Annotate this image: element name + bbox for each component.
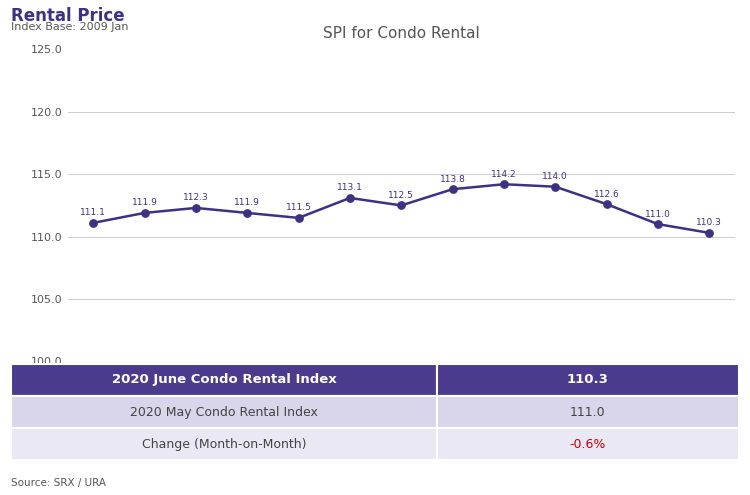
Text: 2020 June Condo Rental Index: 2020 June Condo Rental Index <box>112 373 337 387</box>
Text: 2020 May Condo Rental Index: 2020 May Condo Rental Index <box>130 405 318 419</box>
Point <box>446 185 458 193</box>
Text: 112.5: 112.5 <box>388 191 414 200</box>
Point <box>242 209 254 217</box>
Text: Index Base: 2009 Jan: Index Base: 2009 Jan <box>11 22 129 32</box>
Text: 113.8: 113.8 <box>440 175 466 184</box>
Point <box>139 209 151 217</box>
Point <box>704 229 716 237</box>
Text: Change (Month-on-Month): Change (Month-on-Month) <box>142 438 306 451</box>
Text: 112.3: 112.3 <box>183 194 209 202</box>
Text: 114.2: 114.2 <box>491 170 517 179</box>
Text: 111.1: 111.1 <box>80 208 106 217</box>
Text: 110.3: 110.3 <box>567 373 609 387</box>
Point <box>190 204 202 212</box>
Title: SPI for Condo Rental: SPI for Condo Rental <box>322 26 480 42</box>
Text: 114.0: 114.0 <box>542 172 568 181</box>
Text: Rental Price: Rental Price <box>11 7 125 25</box>
Point <box>344 194 356 202</box>
Point <box>652 220 664 228</box>
Point <box>498 180 510 188</box>
Text: 111.9: 111.9 <box>234 198 260 207</box>
Point <box>549 183 561 191</box>
Text: 112.6: 112.6 <box>594 190 619 198</box>
Text: 110.3: 110.3 <box>697 218 722 227</box>
Text: -0.6%: -0.6% <box>569 438 606 451</box>
Text: 113.1: 113.1 <box>337 183 363 193</box>
Point <box>87 219 99 227</box>
Point <box>601 200 613 208</box>
Text: 111.0: 111.0 <box>570 405 605 419</box>
Text: Source: SRX / URA: Source: SRX / URA <box>11 478 106 488</box>
Point <box>395 201 407 209</box>
Text: 111.5: 111.5 <box>286 203 311 212</box>
Point <box>292 214 304 222</box>
Text: 111.0: 111.0 <box>645 209 671 218</box>
Text: 111.9: 111.9 <box>131 198 158 207</box>
